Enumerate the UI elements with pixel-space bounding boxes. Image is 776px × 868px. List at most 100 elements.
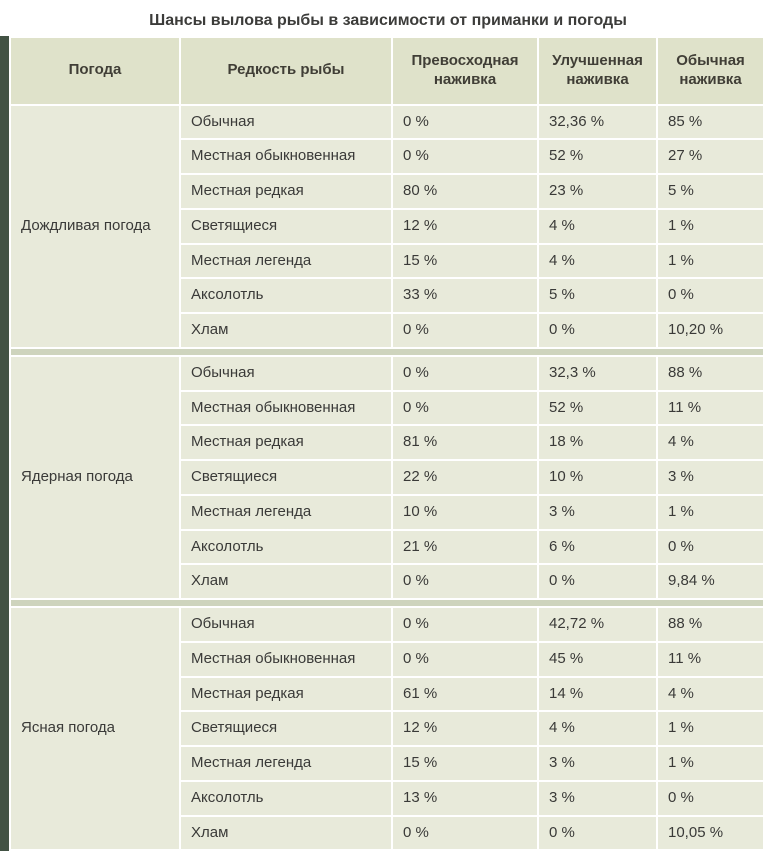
value-cell: 0 % <box>391 138 539 175</box>
value-cell: 61 % <box>391 675 539 713</box>
separator-cell <box>9 346 765 357</box>
value-cell: 1 % <box>656 207 765 245</box>
col-header-regular-bait: Обычная наживка <box>656 36 765 106</box>
value-cell: 0 % <box>656 528 765 566</box>
value-cell: 80 % <box>391 173 539 210</box>
rarity-cell: Обычная <box>179 354 393 392</box>
value-cell: 11 % <box>656 640 765 678</box>
rarity-cell: Аксолотль <box>179 528 393 566</box>
table-row: Местная обыкновенная 0 % 52 % 11 % <box>10 389 765 427</box>
table-row: Светящиеся 12 % 4 % 1 % <box>10 207 765 245</box>
header-row: Погода Редкость рыбы Превосходная наживк… <box>9 36 765 106</box>
table-row: Аксолотль 33 % 5 % 0 % <box>10 277 765 314</box>
table-row: Светящиеся 12 % 4 % 1 % <box>10 710 765 747</box>
table-row: Хлам 0 % 0 % 10,05 % <box>10 814 765 852</box>
value-cell: 0 % <box>391 563 539 600</box>
col-header-improved-bait: Улучшенная наживка <box>537 36 658 106</box>
value-cell: 1 % <box>656 710 765 747</box>
rarity-cell: Местная легенда <box>179 745 393 782</box>
table-title: Шансы вылова рыбы в зависимости от прима… <box>149 12 627 29</box>
value-cell: 45 % <box>537 640 658 678</box>
rarity-cell: Аксолотль <box>179 779 393 817</box>
weather-cell-rainy: Дождливая погода <box>9 103 181 349</box>
rarity-cell: Местная обыкновенная <box>179 389 393 427</box>
table-row: Местная обыкновенная 0 % 45 % 11 % <box>10 640 765 678</box>
rarity-cell: Хлам <box>179 312 393 349</box>
value-cell: 0 % <box>537 312 658 349</box>
fishing-table-container: Погода Редкость рыбы Превосходная наживк… <box>0 36 765 852</box>
value-cell: 42,72 % <box>537 606 658 643</box>
value-cell: 32,36 % <box>537 103 658 141</box>
value-cell: 85 % <box>656 103 765 141</box>
rarity-cell: Светящиеся <box>179 710 393 747</box>
value-cell: 1 % <box>656 493 765 531</box>
group-separator <box>9 346 765 357</box>
value-cell: 4 % <box>656 424 765 461</box>
table-row: Хлам 0 % 0 % 9,84 % <box>10 563 765 600</box>
value-cell: 33 % <box>391 277 539 314</box>
value-cell: 0 % <box>391 606 539 643</box>
rarity-cell: Местная обыкновенная <box>179 640 393 678</box>
value-cell: 1 % <box>656 242 765 280</box>
rarity-cell: Обычная <box>179 103 393 141</box>
rarity-cell: Светящиеся <box>179 207 393 245</box>
rarity-cell: Местная легенда <box>179 493 393 531</box>
value-cell: 88 % <box>656 354 765 392</box>
value-cell: 21 % <box>391 528 539 566</box>
value-cell: 32,3 % <box>537 354 658 392</box>
value-cell: 13 % <box>391 779 539 817</box>
value-cell: 27 % <box>656 138 765 175</box>
fishing-chances-table: Погода Редкость рыбы Превосходная наживк… <box>9 36 765 852</box>
value-cell: 11 % <box>656 389 765 427</box>
value-cell: 10,20 % <box>656 312 765 349</box>
value-cell: 3 % <box>537 779 658 817</box>
value-cell: 23 % <box>537 173 658 210</box>
weather-cell-nuclear: Ядерная погода <box>9 354 181 601</box>
value-cell: 0 % <box>391 389 539 427</box>
value-cell: 6 % <box>537 528 658 566</box>
value-cell: 0 % <box>656 277 765 314</box>
value-cell: 52 % <box>537 138 658 175</box>
value-cell: 0 % <box>391 354 539 392</box>
rarity-cell: Местная редкая <box>179 675 393 713</box>
value-cell: 3 % <box>537 493 658 531</box>
table-row: Дождливая погода Обычная 0 % 32,36 % 85 … <box>9 103 765 349</box>
value-cell: 18 % <box>537 424 658 461</box>
table-row: Местная редкая 80 % 23 % 5 % <box>10 173 765 210</box>
value-cell: 88 % <box>656 606 765 643</box>
rarity-cell: Хлам <box>179 563 393 600</box>
weather-cell-clear: Ясная погода <box>9 605 181 852</box>
value-cell: 0 % <box>656 779 765 817</box>
rarity-cell: Аксолотль <box>179 277 393 314</box>
value-cell: 0 % <box>391 814 539 852</box>
col-header-rarity: Редкость рыбы <box>179 36 393 106</box>
rarity-cell: Местная редкая <box>179 173 393 210</box>
rarity-cell: Светящиеся <box>179 459 393 496</box>
table-row: Аксолотль 13 % 3 % 0 % <box>10 779 765 817</box>
value-cell: 10 % <box>537 459 658 496</box>
table-row: Ядерная погода Обычная 0 % 32,3 % 88 % <box>9 354 765 601</box>
value-cell: 4 % <box>656 675 765 713</box>
value-cell: 3 % <box>537 745 658 782</box>
value-cell: 4 % <box>537 710 658 747</box>
table-row: Местная легенда 10 % 3 % 1 % <box>10 493 765 531</box>
value-cell: 0 % <box>391 640 539 678</box>
rarity-cell: Обычная <box>179 606 393 643</box>
value-cell: 5 % <box>537 277 658 314</box>
col-header-superior-bait: Превосходная наживка <box>391 36 539 106</box>
table-row: Местная легенда 15 % 3 % 1 % <box>10 745 765 782</box>
value-cell: 4 % <box>537 242 658 280</box>
value-cell: 4 % <box>537 207 658 245</box>
table-row: Ясная погода Обычная 0 % 42,72 % 88 % <box>9 605 765 852</box>
group-separator <box>9 598 765 608</box>
value-cell: 15 % <box>391 242 539 280</box>
value-cell: 15 % <box>391 745 539 782</box>
value-cell: 1 % <box>656 745 765 782</box>
table-row: Местная редкая 81 % 18 % 4 % <box>10 424 765 461</box>
value-cell: 14 % <box>537 675 658 713</box>
value-cell: 10 % <box>391 493 539 531</box>
rarity-cell: Хлам <box>179 814 393 852</box>
value-cell: 10,05 % <box>656 814 765 852</box>
table-row: Местная обыкновенная 0 % 52 % 27 % <box>10 138 765 175</box>
